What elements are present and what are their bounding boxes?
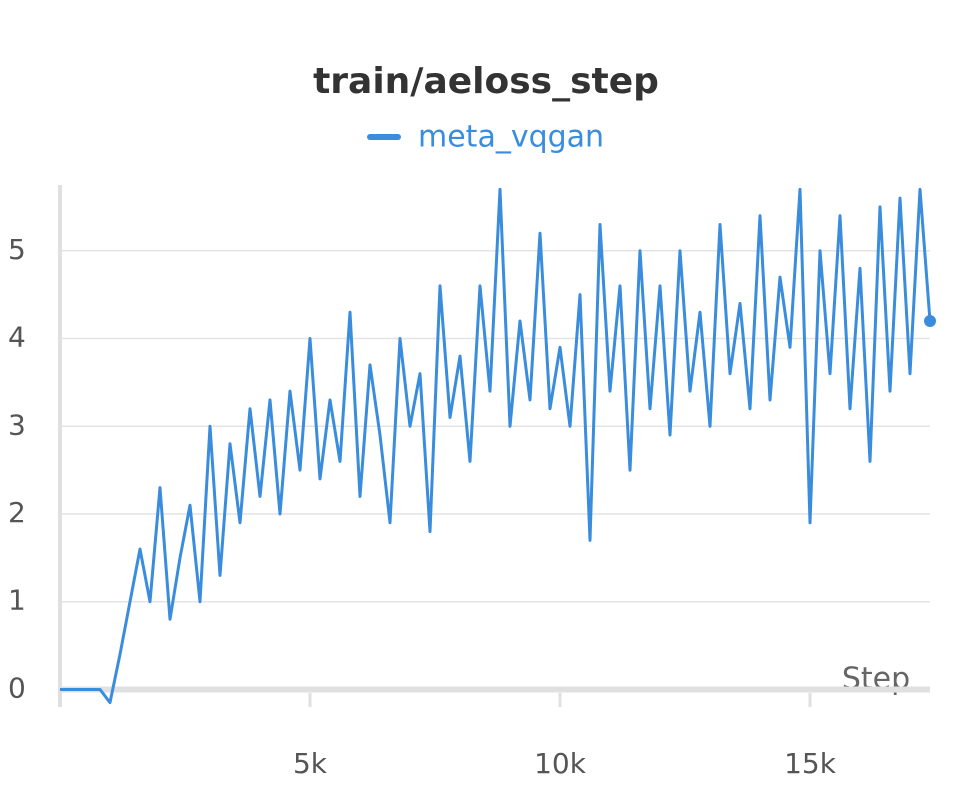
x-tick-label: 5k [293, 747, 328, 780]
end-point [924, 314, 936, 327]
y-tick-label: 4 [8, 321, 26, 354]
y-tick-label: 5 [8, 233, 26, 266]
chart-title: train/aeloss_step [313, 61, 659, 102]
legend-label: meta_vqgan [418, 120, 604, 155]
y-tick-label: 1 [8, 584, 26, 617]
y-tick-label: 3 [8, 408, 26, 441]
x-tick-label: 15k [784, 747, 837, 780]
x-tick-label: 10k [534, 747, 587, 780]
data-line [60, 187, 932, 705]
y-tick-label: 0 [8, 671, 26, 704]
y-tick-label: 2 [8, 496, 26, 529]
